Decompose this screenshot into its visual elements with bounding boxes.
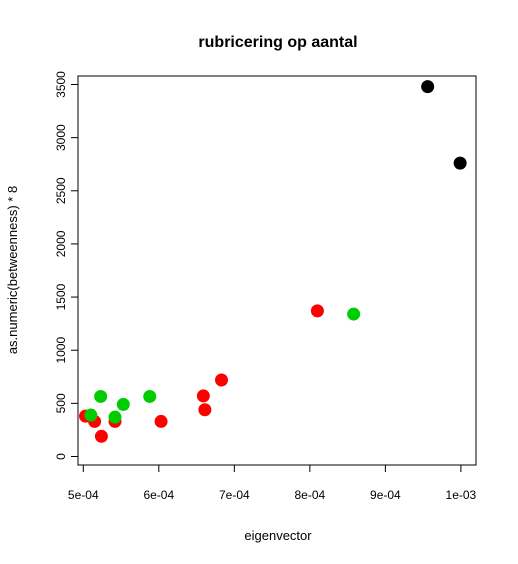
- x-tick-label: 9e-04: [370, 488, 401, 502]
- y-tick-label: 3000: [54, 124, 68, 151]
- data-point: [453, 156, 467, 170]
- data-point: [116, 397, 130, 411]
- data-point: [154, 414, 168, 428]
- data-point: [347, 307, 361, 321]
- chart-title: rubricering op aantal: [198, 34, 357, 51]
- x-tick-label: 6e-04: [143, 488, 174, 502]
- data-point: [84, 408, 98, 422]
- data-point: [94, 429, 108, 443]
- data-point: [421, 80, 435, 94]
- y-tick-label: 0: [54, 453, 68, 460]
- y-tick-label: 2500: [54, 177, 68, 204]
- data-point: [198, 403, 212, 417]
- data-point: [214, 373, 228, 387]
- data-point: [196, 389, 210, 403]
- data-point: [108, 410, 122, 424]
- plot-area-frame: [77, 75, 477, 466]
- x-tick-label: 7e-04: [219, 488, 250, 502]
- x-tick-label: 1e-03: [446, 488, 477, 502]
- y-axis-label: as.numeric(betweenness) * 8: [5, 186, 20, 354]
- x-tick-label: 8e-04: [295, 488, 326, 502]
- x-axis-label: eigenvector: [244, 528, 312, 543]
- data-points: [79, 80, 467, 443]
- x-axis: 5e-04 6e-04 7e-04 8e-04 9e-04 1e-03: [68, 464, 477, 502]
- y-tick-label: 1000: [54, 337, 68, 364]
- data-point: [310, 304, 324, 318]
- y-tick-label: 1500: [54, 283, 68, 310]
- y-tick-label: 500: [54, 393, 68, 413]
- x-tick-label: 5e-04: [68, 488, 99, 502]
- y-axis: 0 500 1000 1500 2000 2500 3000 3500: [54, 71, 79, 460]
- y-tick-label: 2000: [54, 230, 68, 257]
- y-tick-label: 3500: [54, 71, 68, 98]
- data-point: [94, 389, 108, 403]
- data-point: [143, 389, 157, 403]
